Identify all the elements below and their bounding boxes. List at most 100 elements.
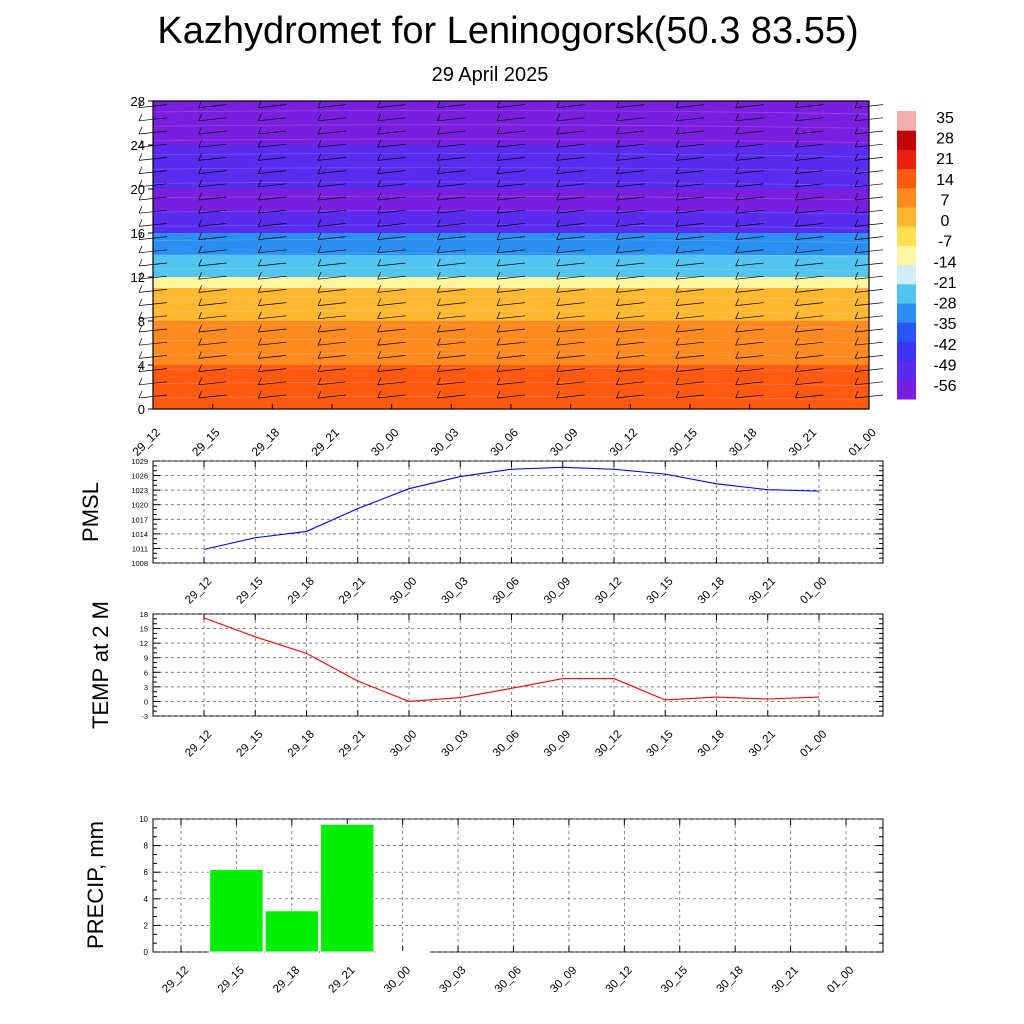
wind-barb [258, 117, 287, 122]
wind-barb [198, 328, 227, 333]
wind-barb-flag [377, 390, 381, 399]
wind-barb [437, 117, 466, 122]
wind-barb [675, 104, 705, 108]
wind-barb [377, 394, 406, 399]
wind-barb [198, 209, 227, 214]
wind-barb-flag [437, 258, 441, 267]
wind-barb-flag [198, 100, 202, 108]
wind-barb-flag [377, 272, 381, 280]
wind-barb-flag [138, 166, 143, 174]
wind-barb [795, 315, 824, 320]
x-tick-label: 30_03 [440, 728, 471, 759]
y-tick-label: 6 [144, 668, 148, 677]
wind-barb-flag [616, 390, 620, 399]
wind-barb-flag [556, 285, 560, 293]
wind-barb-flag [854, 179, 859, 187]
wind-barb-flag [556, 179, 560, 187]
wind-barb-flag [138, 351, 143, 359]
wind-barb-flag [258, 258, 262, 267]
wind-barb-flag [616, 298, 620, 306]
wind-barb [616, 355, 645, 359]
wind-barb [616, 157, 645, 161]
wind-barb-flag [675, 245, 680, 253]
wind-barb-flag [675, 126, 680, 135]
wind-barb-flag [317, 338, 322, 346]
wind-barb-flag [198, 245, 202, 253]
wind-barb [675, 289, 705, 293]
wind-barb [377, 275, 406, 280]
x-tick-label: 29_15 [235, 575, 266, 606]
wind-barb [556, 183, 585, 188]
wind-barb [437, 275, 466, 280]
wind-barb [795, 368, 824, 372]
wind-barb-flag [377, 285, 381, 293]
wind-barb [675, 262, 705, 267]
wind-barb [735, 170, 764, 174]
y-tick-label: 2 [144, 921, 149, 930]
wind-barb-flag [198, 364, 202, 372]
x-tick-label: 30_18 [714, 964, 745, 995]
wind-barb [675, 130, 705, 135]
wind-barb [377, 157, 406, 161]
wind-barb [437, 328, 466, 333]
precip-bar [320, 823, 375, 953]
wind-barb-flag [317, 100, 322, 108]
wind-barb [735, 315, 764, 320]
wind-barb [317, 315, 347, 320]
wind-barb-flag [735, 298, 739, 306]
wind-barb [496, 381, 526, 386]
wind-barb [556, 117, 585, 122]
wind-barb [258, 249, 287, 254]
colorbar-swatch [897, 341, 916, 362]
wind-barb [496, 394, 526, 399]
y-tick-label: 8 [144, 842, 149, 851]
wind-barb [496, 315, 526, 320]
wind-barb-flag [735, 285, 739, 293]
wind-barb [258, 170, 287, 174]
contour-line [152, 267, 870, 272]
wind-barb [258, 315, 287, 320]
wind-barb-flag [317, 351, 322, 359]
x-tick-label: 29_12 [183, 575, 214, 606]
wind-barb [437, 223, 466, 227]
precip-bar [375, 950, 430, 953]
wind-barb [616, 196, 645, 201]
wind-barb-flag [854, 113, 859, 121]
wind-barb-flag [437, 272, 441, 280]
contour-line [152, 124, 870, 129]
wind-barb-flag [795, 311, 799, 319]
wind-barb [437, 130, 466, 135]
wind-barb-flag [556, 206, 560, 214]
wind-barb-flag [616, 285, 620, 293]
wind-barb-flag [138, 390, 143, 399]
x-tick-label: 30_09 [547, 425, 581, 459]
wind-barb [198, 381, 227, 386]
wind-barb [675, 368, 705, 372]
wind-barb [437, 341, 466, 346]
wind-barb [258, 381, 287, 386]
wind-barb-flag [854, 258, 859, 267]
wind-barb-flag [556, 338, 560, 346]
x-tick-label: 30_06 [487, 425, 521, 459]
wind-barb-flag [616, 364, 620, 372]
wind-barb-flag [377, 258, 381, 267]
wind-barb [496, 275, 526, 280]
wind-barb [198, 262, 227, 267]
wind-barb-flag [795, 324, 799, 333]
wind-barb [496, 183, 526, 188]
x-tick-label: 29_18 [286, 575, 317, 606]
wind-barb [317, 157, 347, 161]
wind-barb [795, 381, 824, 386]
wind-barb [437, 262, 466, 267]
wind-barb-flag [735, 364, 739, 372]
wind-barb [377, 196, 406, 201]
x-tick-label: 30_15 [666, 425, 700, 459]
wind-barb-flag [258, 206, 262, 214]
wind-barb-flag [138, 311, 143, 319]
colorbar-swatch [897, 283, 916, 304]
y-tick-label: 1020 [131, 501, 148, 510]
wind-barb-flag [675, 272, 680, 280]
wind-barb-flag [556, 126, 560, 135]
wind-barb [556, 157, 585, 161]
wind-barb-flag [138, 179, 143, 187]
